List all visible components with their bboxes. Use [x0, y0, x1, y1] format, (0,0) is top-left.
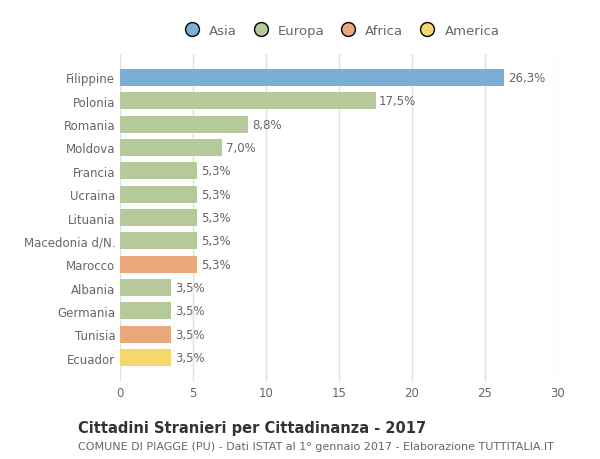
Text: 7,0%: 7,0%	[226, 142, 256, 155]
Bar	[120, 210, 197, 226]
Text: 8,8%: 8,8%	[252, 118, 282, 131]
Bar	[120, 93, 376, 110]
Bar	[120, 140, 222, 157]
Text: 5,3%: 5,3%	[201, 188, 230, 201]
Text: 3,5%: 3,5%	[175, 305, 205, 318]
Bar	[120, 70, 504, 87]
Bar	[120, 349, 171, 366]
Text: 5,3%: 5,3%	[201, 235, 230, 248]
Legend: Asia, Europa, Africa, America: Asia, Europa, Africa, America	[173, 19, 505, 43]
Text: Cittadini Stranieri per Cittadinanza - 2017: Cittadini Stranieri per Cittadinanza - 2…	[78, 420, 426, 435]
Text: 26,3%: 26,3%	[508, 72, 545, 85]
Text: 5,3%: 5,3%	[201, 258, 230, 271]
Text: 5,3%: 5,3%	[201, 165, 230, 178]
Bar	[120, 303, 171, 319]
Text: 3,5%: 3,5%	[175, 351, 205, 364]
Bar	[120, 256, 197, 273]
Bar	[120, 163, 197, 180]
Bar	[120, 117, 248, 133]
Bar	[120, 280, 171, 296]
Text: 5,3%: 5,3%	[201, 212, 230, 224]
Bar	[120, 326, 171, 343]
Text: 17,5%: 17,5%	[379, 95, 416, 108]
Bar	[120, 233, 197, 250]
Text: 3,5%: 3,5%	[175, 328, 205, 341]
Bar	[120, 186, 197, 203]
Text: 3,5%: 3,5%	[175, 281, 205, 294]
Text: COMUNE DI PIAGGE (PU) - Dati ISTAT al 1° gennaio 2017 - Elaborazione TUTTITALIA.: COMUNE DI PIAGGE (PU) - Dati ISTAT al 1°…	[78, 441, 554, 451]
